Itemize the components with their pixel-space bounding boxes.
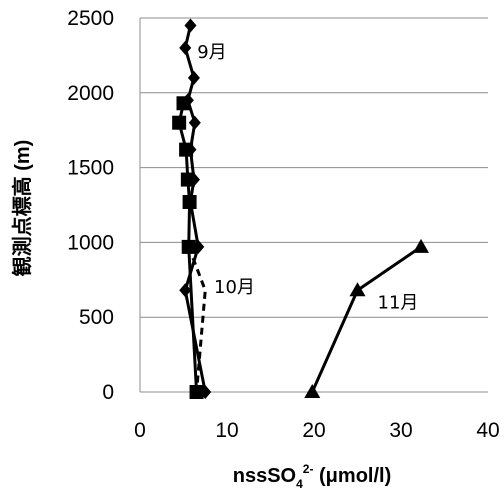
y-axis-title: 観測点標高 (m) — [10, 140, 34, 277]
data-point-square — [180, 172, 195, 187]
x-tick-label: 20 — [302, 419, 325, 442]
data-point-square — [172, 115, 187, 130]
data-point-diamond — [188, 115, 201, 130]
labels: 9月 10月 11月 — [197, 42, 418, 313]
y-tick-label: 1000 — [67, 231, 114, 254]
x-axis-title: nssSO42- (μmol/l) — [233, 462, 392, 491]
x-tick-label: 10 — [215, 419, 238, 442]
data-point-diamond — [179, 283, 192, 298]
series-label: 10月 — [214, 277, 255, 298]
data-point-square — [176, 96, 191, 111]
y-tick-label: 0 — [102, 381, 114, 404]
data-point-diamond — [179, 40, 192, 55]
data-point-triangle — [349, 282, 366, 297]
data-point-triangle — [413, 238, 430, 253]
y-tick-label: 2000 — [67, 82, 114, 105]
series-line — [310, 245, 422, 393]
data-point-diamond — [187, 70, 200, 85]
x-tick-label: 40 — [476, 419, 499, 442]
y-tick-label: 1500 — [67, 157, 114, 180]
data-point-square — [182, 195, 197, 210]
y-tick-label: 500 — [79, 306, 114, 329]
data-point-diamond — [184, 18, 197, 33]
y-tick-label: 2500 — [67, 7, 114, 30]
x-tick-label: 0 — [134, 419, 146, 442]
series-label: 9月 — [197, 42, 226, 63]
series — [172, 18, 430, 399]
data-point-triangle — [304, 384, 321, 398]
x-tick-label: 30 — [389, 419, 412, 442]
data-point-square — [179, 142, 194, 157]
axes: 0 500 1000 1500 2000 2500 0 10 20 30 40 — [67, 7, 499, 442]
data-point-square — [189, 385, 204, 399]
series-line — [187, 246, 207, 393]
data-point-square — [181, 239, 196, 254]
series-label: 11月 — [378, 292, 419, 313]
